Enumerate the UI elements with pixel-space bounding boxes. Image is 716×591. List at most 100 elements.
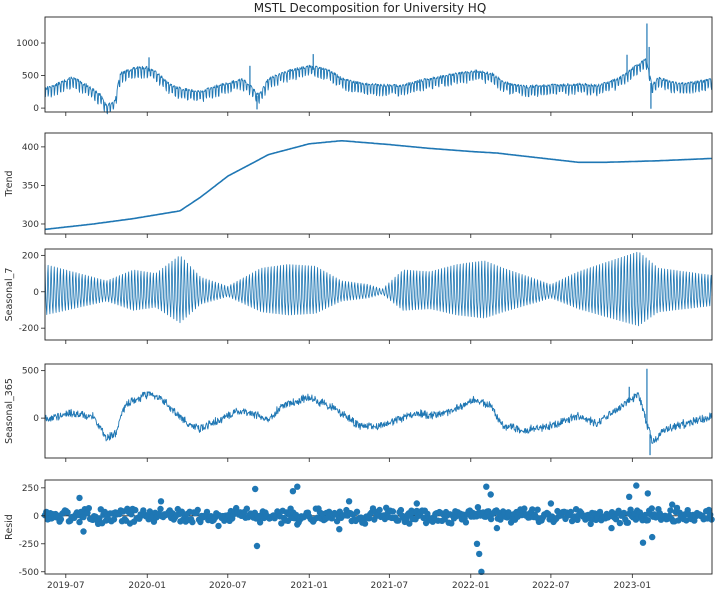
resid-point (567, 508, 574, 516)
y-tick-label: 200 (22, 251, 39, 261)
panel-frame (44, 363, 713, 459)
resid-point (627, 506, 634, 513)
resid-point (294, 483, 301, 490)
resid-point (669, 501, 676, 508)
y-tick-label: 250 (22, 484, 39, 494)
resid-point (243, 505, 250, 512)
resid-point (626, 493, 633, 500)
y-tick-label: -200 (19, 324, 40, 334)
resid-point (529, 506, 536, 513)
resid-point (608, 524, 615, 532)
resid-point (673, 504, 681, 512)
resid-point (76, 518, 83, 526)
y-tick-label: 1000 (16, 39, 39, 49)
panel-seasonal_365: 0 500 Seasonal_365 (4, 363, 713, 462)
y-axis-label: Trend (4, 171, 15, 198)
resid-point (376, 506, 383, 514)
y-tick-label: 500 (22, 72, 39, 82)
resid-point (64, 509, 71, 516)
y-axis-label: Resid (4, 514, 15, 540)
x-tick-label: 2022-07 (532, 581, 570, 591)
y-tick-label: -500 (19, 568, 40, 578)
resid-point (649, 533, 656, 541)
resid-point (233, 504, 240, 512)
resid-point (493, 524, 501, 532)
x-tick-label: 2022-01 (452, 581, 490, 591)
resid-point (487, 491, 494, 498)
resid-point (644, 490, 651, 497)
resid-point (96, 515, 103, 522)
resid-point (478, 568, 485, 575)
resid-point (547, 500, 555, 507)
seasonal-7-line (44, 251, 713, 327)
resid-point (76, 494, 83, 502)
chart-title: MSTL Decomposition for University HQ (254, 1, 487, 15)
panel-frame (44, 132, 713, 235)
resid-point (406, 520, 413, 527)
y-tick-label: 300 (22, 220, 39, 230)
seasonal_365-line (44, 391, 713, 444)
resid-point (194, 506, 201, 514)
resid-point (596, 508, 604, 516)
panel-frame (44, 248, 713, 341)
resid-point (345, 498, 353, 505)
resid-point (521, 505, 528, 512)
x-tick-label: 2023-01 (614, 581, 652, 591)
resid-point (574, 516, 581, 523)
panel-trend: 300 350 400 Trend (4, 132, 713, 238)
resid-point (397, 506, 405, 514)
resid-point (253, 542, 261, 550)
resid-point (215, 522, 222, 530)
y-axis-label: Seasonal_7 (4, 268, 15, 322)
resid-point (644, 517, 651, 524)
resid-point (476, 550, 483, 558)
resid-point (612, 516, 620, 523)
y-tick-label: 0 (33, 414, 39, 424)
resid-point (473, 540, 481, 547)
resid-point (157, 505, 164, 513)
x-tick-label: 2020-01 (128, 581, 166, 591)
x-tick-label: 2021-07 (371, 581, 409, 591)
y-tick-label: 0 (33, 512, 39, 522)
y-tick-label: 0 (33, 104, 39, 114)
resid-point (624, 519, 632, 526)
resid-point (84, 509, 91, 517)
resid-point (252, 485, 259, 493)
resid-point (189, 518, 196, 526)
y-tick-label: 350 (22, 181, 39, 191)
y-tick-label: 500 (22, 367, 39, 377)
x-tick-label: 2020-07 (209, 581, 247, 591)
resid-point (85, 505, 93, 512)
resid-point (80, 528, 87, 535)
resid-point (448, 520, 455, 527)
resid-point (395, 517, 402, 524)
y-tick-label: 400 (22, 143, 39, 153)
panel-resid: -500 -250 0 250 2019-07 2020-01 2020-07 2021-01… (4, 479, 715, 591)
observed-line (44, 58, 713, 115)
resid-point (110, 516, 118, 523)
x-tick-label: 2019-07 (47, 581, 85, 591)
panel-frame (44, 16, 713, 113)
resid-point (474, 504, 482, 511)
x-tick-label: 2021-01 (290, 581, 328, 591)
panel-frame (44, 479, 713, 575)
trend-line (44, 140, 712, 231)
resid-point (57, 516, 65, 523)
panel-observed: 0 500 1000 (16, 16, 713, 116)
resid-point (534, 506, 541, 513)
resid-point (203, 508, 211, 516)
resid-point (157, 498, 165, 505)
resid-point (616, 519, 624, 527)
resid-point (256, 519, 264, 526)
resid-point (353, 508, 361, 515)
y-axis-label: Seasonal_365 (4, 378, 15, 444)
resid-point (128, 511, 135, 518)
resid-point (633, 482, 640, 489)
resid-point (487, 515, 495, 523)
resid-point (389, 508, 397, 515)
resid-point (462, 519, 470, 526)
panel-seasonal_7: -200 0 200 Seasonal_7 (4, 248, 713, 344)
resid-point (642, 511, 649, 519)
